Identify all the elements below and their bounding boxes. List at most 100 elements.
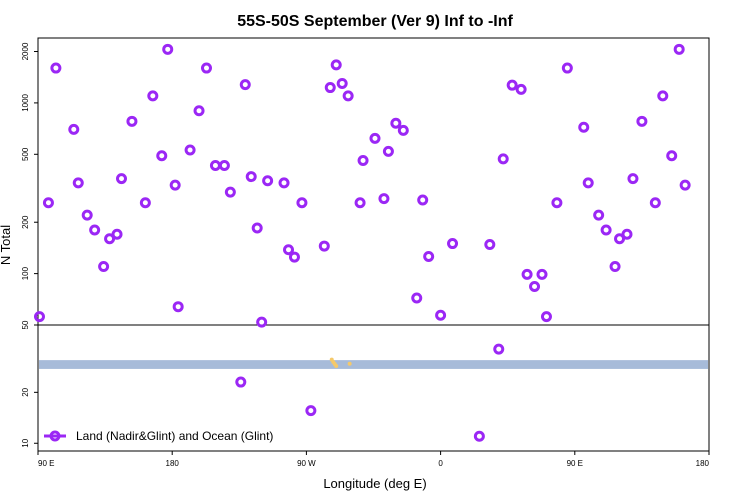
data-point: [484, 239, 496, 251]
data-point: [578, 121, 590, 133]
data-point: [50, 62, 62, 74]
data-point: [447, 238, 459, 250]
data-point: [104, 233, 116, 245]
data-point: [278, 177, 290, 189]
x-axis-label: Longitude (deg E): [323, 476, 426, 491]
data-point: [330, 59, 342, 71]
legend: Land (Nadir&Glint) and Ocean (Glint): [44, 429, 273, 443]
data-point: [72, 177, 84, 189]
band-layer: [39, 357, 708, 369]
data-point: [283, 244, 295, 256]
data-point: [147, 90, 159, 102]
data-point: [397, 124, 409, 136]
data-point: [139, 197, 151, 209]
x-tick-label: 90 E: [38, 459, 54, 468]
data-point: [68, 123, 80, 135]
data-band: [39, 360, 708, 369]
data-point: [540, 311, 552, 323]
data-point: [417, 194, 429, 206]
upper-y-tick-label: 100: [21, 266, 30, 280]
x-tick-label: 90 E: [567, 459, 583, 468]
x-tick-label: 180: [166, 459, 180, 468]
data-point: [193, 105, 205, 117]
data-point: [515, 83, 527, 95]
data-point: [169, 179, 181, 191]
data-point: [636, 115, 648, 127]
data-point: [382, 145, 394, 157]
data-point: [89, 224, 101, 236]
data-point: [679, 179, 691, 191]
data-point: [224, 186, 236, 198]
data-point: [435, 309, 447, 321]
x-axis: 90 E 180 90 W 0 90 E 180: [37, 451, 710, 468]
data-point: [551, 197, 563, 209]
data-point: [33, 311, 45, 323]
data-point: [497, 153, 509, 165]
data-point: [593, 209, 605, 221]
data-point: [536, 268, 548, 280]
data-point: [245, 171, 257, 183]
data-point: [609, 261, 621, 273]
data-point: [649, 197, 661, 209]
data-point: [235, 376, 247, 388]
data-point: [493, 343, 505, 355]
data-point: [369, 132, 381, 144]
data-point: [98, 261, 110, 273]
upper-y-tick-label: 2000: [21, 42, 30, 60]
data-point: [200, 62, 212, 74]
data-point: [411, 292, 423, 304]
data-point: [666, 150, 678, 162]
lower-y-tick-label: 20: [21, 387, 30, 396]
band-mark: [334, 364, 339, 369]
data-point: [262, 175, 274, 187]
data-point: [529, 281, 541, 293]
data-point: [473, 430, 485, 442]
band-mark: [347, 361, 352, 366]
upper-y-tick-label: 200: [21, 215, 30, 229]
data-point: [627, 173, 639, 185]
data-point: [342, 90, 354, 102]
x-tick-label: 180: [696, 459, 710, 468]
data-point: [423, 250, 435, 262]
data-point: [582, 177, 594, 189]
data-point: [288, 251, 300, 263]
data-point: [390, 117, 402, 129]
data-point: [218, 159, 230, 171]
upper-y-axis: 50 100 200 500 1000 2000: [21, 42, 38, 329]
x-tick-label: 0: [438, 459, 443, 468]
data-point: [324, 82, 336, 94]
data-point: [621, 228, 633, 240]
data-point: [673, 43, 685, 55]
data-point: [116, 173, 128, 185]
data-point: [251, 222, 263, 234]
data-point: [305, 405, 317, 417]
data-point: [354, 197, 366, 209]
y-axis-label: N Total: [0, 225, 13, 265]
lower-y-tick-label: 10: [21, 438, 30, 447]
data-point: [600, 224, 612, 236]
upper-y-tick-label: 500: [21, 147, 30, 161]
chart-title: 55S-50S September (Ver 9) Inf to -Inf: [237, 13, 513, 30]
data-point: [506, 79, 518, 91]
data-point: [184, 144, 196, 156]
data-point: [657, 90, 669, 102]
data-point: [318, 240, 330, 252]
data-point: [336, 77, 348, 89]
data-point: [126, 115, 138, 127]
legend-marker: [49, 430, 61, 442]
data-point: [239, 79, 251, 91]
data-point: [614, 233, 626, 245]
data-point: [42, 197, 54, 209]
lower-y-axis: 10 20: [21, 387, 38, 448]
upper-y-tick-label: 50: [21, 320, 30, 329]
data-point: [172, 301, 184, 313]
plot-frame: [37, 37, 710, 452]
points-layer: [33, 43, 691, 442]
legend-label: Land (Nadir&Glint) and Ocean (Glint): [76, 429, 273, 443]
data-point: [209, 159, 221, 171]
data-point: [156, 150, 168, 162]
data-point: [561, 62, 573, 74]
data-point: [111, 228, 123, 240]
data-point: [357, 154, 369, 166]
